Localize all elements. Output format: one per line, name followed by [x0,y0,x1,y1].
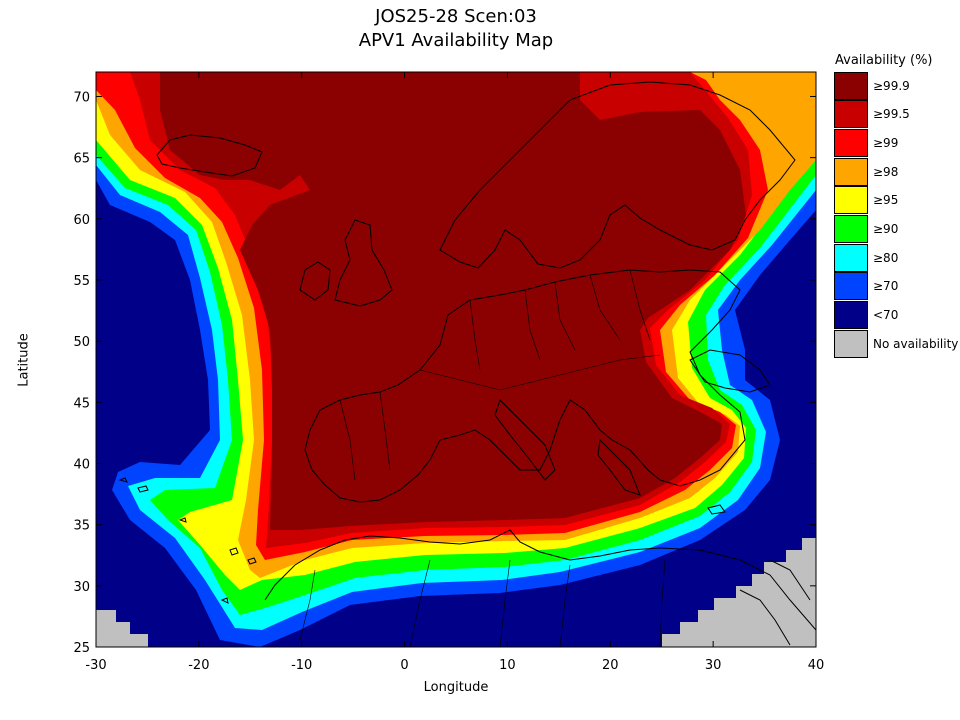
y-tick-label: 40 [73,457,90,472]
coastline-greece [597,438,641,496]
coastline-middle-east [739,559,811,646]
legend-item: ≥98 [834,158,954,186]
zone-99-9-small [348,166,356,174]
legend-item: No availability [834,330,958,358]
y-tick-label: 45 [73,396,90,411]
coastline-canaries [229,547,257,565]
zone-no-availability-se [662,538,816,647]
coastline-cyprus [707,504,726,515]
coastline-black-sea [689,349,771,393]
legend-title: Availability (%) [835,53,933,68]
legend-swatch [834,244,868,272]
legend-item: ≥80 [834,244,954,272]
coastline-madeira [220,597,229,604]
legend-label: ≥70 [873,279,899,293]
coastline-north-africa [264,529,816,631]
coastline-azores [118,477,187,523]
y-tick-label: 35 [73,519,90,534]
coastline-iceland [156,134,263,177]
coastline-britain [334,219,393,307]
x-tick-label: 10 [499,658,516,673]
y-axis-ticks: 25 30 35 40 45 50 55 60 65 70 [73,90,816,656]
legend-swatch [834,330,868,358]
legend-label: No availability [873,337,959,351]
legend-item: ≥99.9 [834,72,954,100]
legend-label: <70 [873,308,899,322]
y-tick-label: 25 [73,641,90,656]
coastline-scandinavia [439,81,796,269]
x-tick-label: -30 [85,658,106,673]
x-axis-ticks: -30 -20 -10 0 10 20 30 40 [85,72,824,673]
y-tick-label: 65 [73,152,90,167]
y-axis-label: Latitude [16,333,32,387]
legend-item: ≥90 [834,215,954,243]
y-tick-label: 70 [73,90,90,105]
chart-title-line1: JOS25-28 Scen:03 [375,6,537,27]
legend-label: ≥99.9 [873,79,910,93]
legend-item: <70 [834,301,954,329]
legend-label: ≥99.5 [873,107,910,121]
legend-item: ≥95 [834,186,954,214]
legend-label: ≥95 [873,193,899,207]
legend-item: ≥99.5 [834,100,954,128]
chart-title-line2: APV1 Availability Map [358,30,554,51]
border-africa [299,559,666,647]
legend-swatch [834,215,868,243]
legend-item: ≥99 [834,129,954,157]
legend-swatch [834,272,868,300]
y-tick-label: 30 [73,580,90,595]
x-tick-label: 40 [808,658,825,673]
legend-swatch [834,158,868,186]
legend-item: ≥70 [834,272,954,300]
zone-no-availability-sw [96,610,148,647]
zone-99-9 [160,72,746,530]
plot-frame [95,71,817,648]
coastline-ireland [299,261,331,301]
legend-swatch [834,72,868,100]
x-axis-label: Longitude [423,680,489,695]
coastline-italy [494,399,556,481]
legend-label: ≥90 [873,222,899,236]
legend-label: ≥80 [873,251,899,265]
y-tick-label: 55 [73,274,90,289]
legend-swatch [834,100,868,128]
legend-swatch [834,301,868,329]
y-tick-label: 50 [73,335,90,350]
x-tick-label: 20 [602,658,619,673]
legend-swatch [834,129,868,157]
x-tick-label: -20 [188,658,209,673]
legend-label: ≥99 [873,136,899,150]
legend-label: ≥98 [873,165,899,179]
y-tick-label: 60 [73,213,90,228]
legend-swatch [834,186,868,214]
x-tick-label: 30 [705,658,722,673]
x-tick-label: -10 [291,658,312,673]
border-lines [339,269,661,481]
country-borders [299,269,666,647]
x-tick-label: 0 [400,658,408,673]
